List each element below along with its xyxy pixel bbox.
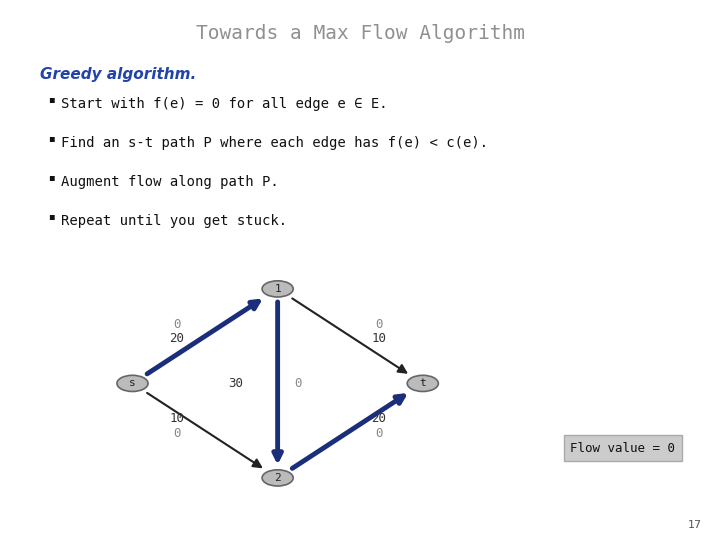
Text: 0: 0	[173, 318, 180, 330]
Text: s: s	[129, 379, 136, 388]
Text: ▪: ▪	[48, 211, 55, 221]
Text: 2: 2	[274, 473, 281, 483]
Text: t: t	[420, 379, 426, 388]
Text: 20: 20	[169, 332, 184, 346]
Text: 0: 0	[375, 427, 382, 440]
Circle shape	[262, 281, 293, 297]
Text: 0: 0	[173, 427, 180, 440]
Circle shape	[408, 375, 438, 391]
Text: Augment flow along path P.: Augment flow along path P.	[61, 175, 279, 189]
Text: 17: 17	[688, 520, 702, 530]
Text: 20: 20	[372, 412, 386, 425]
Text: Repeat until you get stuck.: Repeat until you get stuck.	[61, 214, 287, 228]
Text: ▪: ▪	[48, 94, 55, 105]
Text: 0: 0	[294, 377, 302, 390]
Text: 1: 1	[274, 284, 281, 294]
Text: 10: 10	[169, 412, 184, 425]
Text: Start with f(e) = 0 for all edge e ∈ E.: Start with f(e) = 0 for all edge e ∈ E.	[61, 97, 388, 111]
Text: Find an s-t path P where each edge has f(e) < c(e).: Find an s-t path P where each edge has f…	[61, 136, 488, 150]
Text: Flow value = 0: Flow value = 0	[570, 442, 675, 455]
Circle shape	[117, 375, 148, 391]
Text: 30: 30	[229, 377, 243, 390]
Text: Greedy algorithm.: Greedy algorithm.	[40, 68, 196, 83]
Circle shape	[262, 470, 293, 486]
Text: 10: 10	[372, 332, 386, 346]
Text: Towards a Max Flow Algorithm: Towards a Max Flow Algorithm	[196, 24, 524, 43]
Text: ▪: ▪	[48, 133, 55, 144]
Text: ▪: ▪	[48, 172, 55, 183]
Text: 0: 0	[375, 318, 382, 330]
